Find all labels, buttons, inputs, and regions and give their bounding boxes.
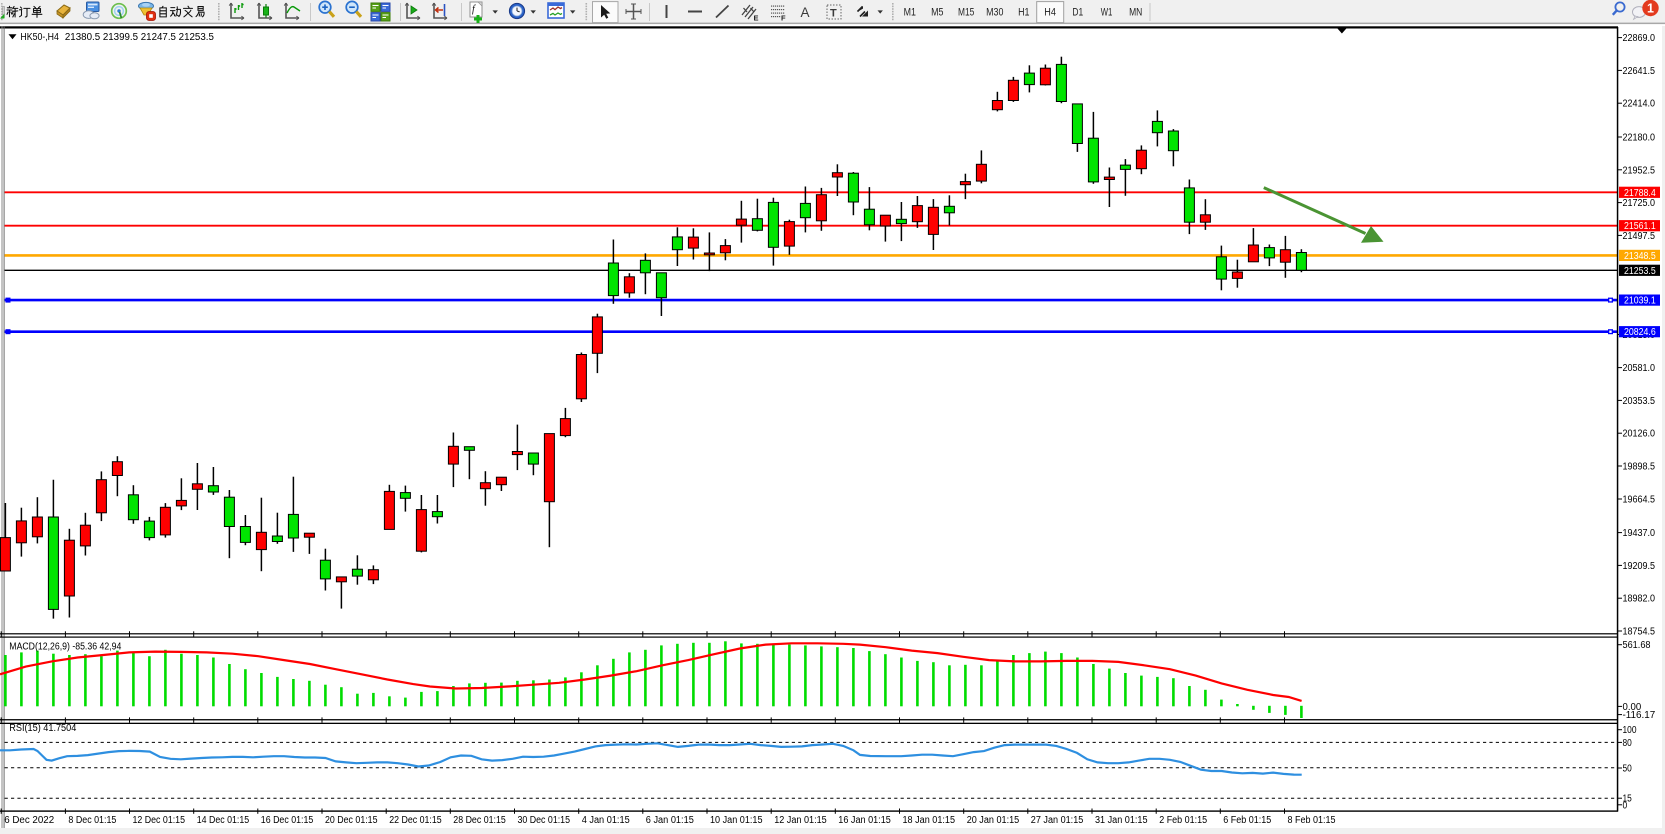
svg-text:4 Jan 01:15: 4 Jan 01:15 xyxy=(582,815,630,826)
svg-text:18982.0: 18982.0 xyxy=(1623,594,1656,605)
svg-text:20 Jan 01:15: 20 Jan 01:15 xyxy=(967,815,1020,826)
svg-text:F: F xyxy=(781,14,786,23)
svg-text:20581.0: 20581.0 xyxy=(1623,363,1656,374)
svg-text:M30: M30 xyxy=(986,7,1003,19)
svg-text:6 Jan 01:15: 6 Jan 01:15 xyxy=(646,815,694,826)
svg-text:22869.0: 22869.0 xyxy=(1623,33,1656,44)
svg-text:8 Dec 01:15: 8 Dec 01:15 xyxy=(68,815,116,826)
svg-text:22 Dec 01:15: 22 Dec 01:15 xyxy=(389,815,442,826)
svg-text:21348.5: 21348.5 xyxy=(1624,251,1656,262)
svg-text:16 Jan 01:15: 16 Jan 01:15 xyxy=(838,815,891,826)
svg-text:1: 1 xyxy=(1647,1,1654,15)
svg-text:14 Dec 01:15: 14 Dec 01:15 xyxy=(197,815,250,826)
svg-text:19664.5: 19664.5 xyxy=(1623,495,1656,506)
svg-text:E: E xyxy=(754,14,759,23)
svg-text:19898.5: 19898.5 xyxy=(1623,462,1656,473)
svg-text:-116.17: -116.17 xyxy=(1623,710,1656,721)
svg-text:A: A xyxy=(801,5,810,20)
svg-text:2 Feb 01:15: 2 Feb 01:15 xyxy=(1159,815,1207,826)
svg-text:12 Jan 01:15: 12 Jan 01:15 xyxy=(774,815,827,826)
svg-text:19437.0: 19437.0 xyxy=(1623,528,1656,539)
svg-text:6 Feb 01:15: 6 Feb 01:15 xyxy=(1223,815,1271,826)
svg-text:HK50-,H4: HK50-,H4 xyxy=(20,32,59,43)
svg-text:D1: D1 xyxy=(1072,7,1083,19)
svg-text:20824.6: 20824.6 xyxy=(1624,327,1656,338)
svg-text:21253.5: 21253.5 xyxy=(1624,266,1656,277)
svg-text:T: T xyxy=(830,8,837,20)
svg-text:M1: M1 xyxy=(904,7,916,19)
svg-text:RSI(15) 41.7504: RSI(15) 41.7504 xyxy=(9,723,76,734)
svg-text:21952.5: 21952.5 xyxy=(1623,165,1656,176)
svg-text:31 Jan 01:15: 31 Jan 01:15 xyxy=(1095,815,1148,826)
svg-text:M15: M15 xyxy=(958,7,974,19)
svg-text:M5: M5 xyxy=(931,7,943,19)
svg-text:21725.0: 21725.0 xyxy=(1623,198,1656,209)
svg-text:MACD(12,26,9) -85.36 42,94: MACD(12,26,9) -85.36 42,94 xyxy=(9,642,121,653)
svg-text:20126.0: 20126.0 xyxy=(1623,429,1656,440)
svg-text:18 Jan 01:15: 18 Jan 01:15 xyxy=(903,815,956,826)
svg-text:21561.1: 21561.1 xyxy=(1624,221,1656,232)
svg-text:21788.4: 21788.4 xyxy=(1624,188,1656,199)
svg-text:100: 100 xyxy=(1623,725,1637,736)
svg-text:19209.5: 19209.5 xyxy=(1623,561,1656,572)
svg-text:12 Dec 01:15: 12 Dec 01:15 xyxy=(133,815,186,826)
svg-text:8 Feb 01:15: 8 Feb 01:15 xyxy=(1288,815,1336,826)
svg-text:H1: H1 xyxy=(1018,7,1029,19)
svg-text:30 Dec 01:15: 30 Dec 01:15 xyxy=(518,815,571,826)
svg-text:27 Jan 01:15: 27 Jan 01:15 xyxy=(1031,815,1084,826)
svg-text:15: 15 xyxy=(1623,794,1633,805)
svg-text:16 Dec 01:15: 16 Dec 01:15 xyxy=(261,815,314,826)
svg-text:22180.0: 22180.0 xyxy=(1623,133,1656,144)
svg-text:H4: H4 xyxy=(1044,7,1056,19)
svg-text:21380.5 21399.5 21247.5 21253.: 21380.5 21399.5 21247.5 21253.5 xyxy=(65,32,214,43)
svg-text:22414.0: 22414.0 xyxy=(1623,99,1656,110)
svg-text:f: f xyxy=(472,4,476,15)
svg-text:0.00: 0.00 xyxy=(1623,702,1642,713)
svg-text:561.68: 561.68 xyxy=(1623,640,1651,651)
svg-text:50: 50 xyxy=(1623,764,1633,775)
svg-text:28 Dec 01:15: 28 Dec 01:15 xyxy=(453,815,506,826)
svg-text:W1: W1 xyxy=(1101,7,1113,19)
svg-text:80: 80 xyxy=(1623,738,1633,749)
svg-text:MN: MN xyxy=(1129,7,1142,19)
svg-text:6 Dec 2022: 6 Dec 2022 xyxy=(4,815,54,826)
svg-text:22641.5: 22641.5 xyxy=(1623,66,1656,77)
svg-text:21497.5: 21497.5 xyxy=(1623,231,1656,242)
svg-text:18754.5: 18754.5 xyxy=(1623,627,1656,638)
svg-text:0: 0 xyxy=(1623,800,1628,811)
svg-text:20353.5: 20353.5 xyxy=(1623,396,1656,407)
svg-text:10 Jan 01:15: 10 Jan 01:15 xyxy=(710,815,763,826)
svg-text:20 Dec 01:15: 20 Dec 01:15 xyxy=(325,815,378,826)
svg-text:21039.1: 21039.1 xyxy=(1624,296,1656,307)
